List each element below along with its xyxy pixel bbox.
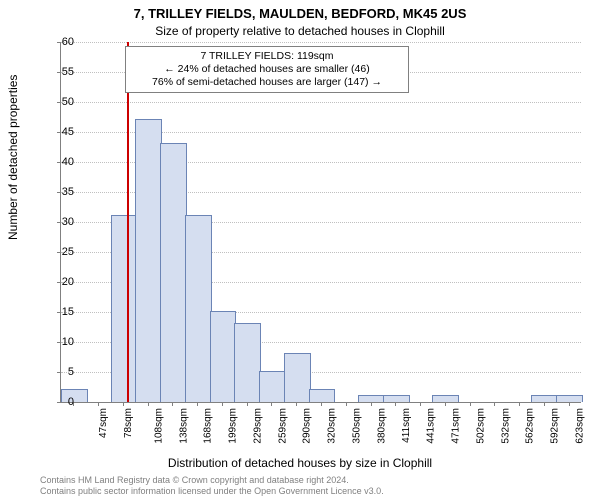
xtick-mark <box>420 402 421 406</box>
xtick-mark <box>148 402 149 406</box>
annotation-line2: ← 24% of detached houses are smaller (46… <box>132 63 402 76</box>
xtick-mark <box>395 402 396 406</box>
xtick-label: 623sqm <box>574 408 585 444</box>
xtick-mark <box>222 402 223 406</box>
xtick-label: 229sqm <box>253 408 264 444</box>
annotation-box: 7 TRILLEY FIELDS: 119sqm← 24% of detache… <box>125 46 409 93</box>
xtick-mark <box>519 402 520 406</box>
histogram-bar <box>135 119 162 402</box>
histogram-bar <box>358 395 385 402</box>
histogram-bar <box>531 395 558 402</box>
xtick-label: 532sqm <box>500 408 511 444</box>
gridline <box>61 42 581 43</box>
ytick-label: 60 <box>44 36 74 48</box>
xtick-mark <box>321 402 322 406</box>
xtick-mark <box>569 402 570 406</box>
xtick-mark <box>470 402 471 406</box>
xtick-mark <box>123 402 124 406</box>
ytick-label: 35 <box>44 186 74 198</box>
histogram-bar <box>556 395 583 402</box>
xtick-mark <box>98 402 99 406</box>
ytick-label: 45 <box>44 126 74 138</box>
histogram-bar <box>234 323 261 402</box>
ytick-label: 55 <box>44 66 74 78</box>
xtick-label: 168sqm <box>203 408 214 444</box>
xtick-label: 138sqm <box>178 408 189 444</box>
x-axis-label: Distribution of detached houses by size … <box>0 456 600 470</box>
ytick-label: 40 <box>44 156 74 168</box>
xtick-mark <box>445 402 446 406</box>
histogram-chart: 7, TRILLEY FIELDS, MAULDEN, BEDFORD, MK4… <box>0 0 600 500</box>
xtick-mark <box>172 402 173 406</box>
histogram-bar <box>259 371 286 402</box>
xtick-label: 592sqm <box>550 408 561 444</box>
chart-title-line1: 7, TRILLEY FIELDS, MAULDEN, BEDFORD, MK4… <box>0 6 600 21</box>
property-marker-line <box>127 42 129 402</box>
plot-area: 7 TRILLEY FIELDS: 119sqm← 24% of detache… <box>60 42 581 403</box>
ytick-label: 25 <box>44 246 74 258</box>
xtick-label: 320sqm <box>327 408 338 444</box>
xtick-label: 380sqm <box>376 408 387 444</box>
histogram-bar <box>111 215 138 402</box>
xtick-label: 290sqm <box>302 408 313 444</box>
annotation-line3: 76% of semi-detached houses are larger (… <box>132 76 402 89</box>
xtick-mark <box>247 402 248 406</box>
xtick-label: 502sqm <box>475 408 486 444</box>
ytick-label: 20 <box>44 276 74 288</box>
chart-title-line2: Size of property relative to detached ho… <box>0 24 600 38</box>
histogram-bar <box>185 215 212 402</box>
annotation-line1: 7 TRILLEY FIELDS: 119sqm <box>132 50 402 63</box>
ytick-label: 5 <box>44 366 74 378</box>
attribution-text: Contains HM Land Registry data © Crown c… <box>40 475 384 497</box>
xtick-label: 78sqm <box>123 408 134 438</box>
y-axis-label: Number of detached properties <box>6 75 20 240</box>
ytick-label: 10 <box>44 336 74 348</box>
xtick-label: 411sqm <box>400 408 411 443</box>
ytick-label: 30 <box>44 216 74 228</box>
xtick-label: 562sqm <box>525 408 536 444</box>
ytick-label: 0 <box>44 396 74 408</box>
xtick-label: 259sqm <box>277 408 288 444</box>
xtick-mark <box>371 402 372 406</box>
ytick-label: 50 <box>44 96 74 108</box>
histogram-bar <box>309 389 336 402</box>
xtick-label: 441sqm <box>426 408 437 444</box>
attribution-line1: Contains HM Land Registry data © Crown c… <box>40 475 384 486</box>
histogram-bar <box>210 311 237 402</box>
histogram-bar <box>284 353 311 402</box>
xtick-label: 471sqm <box>451 408 462 444</box>
xtick-mark <box>494 402 495 406</box>
xtick-label: 108sqm <box>153 408 164 444</box>
histogram-bar <box>383 395 410 402</box>
attribution-line2: Contains public sector information licen… <box>40 486 384 497</box>
gridline <box>61 102 581 103</box>
xtick-mark <box>197 402 198 406</box>
histogram-bar <box>432 395 459 402</box>
xtick-label: 199sqm <box>228 408 239 444</box>
xtick-mark <box>346 402 347 406</box>
xtick-label: 47sqm <box>98 408 109 438</box>
xtick-mark <box>544 402 545 406</box>
xtick-mark <box>271 402 272 406</box>
xtick-label: 350sqm <box>352 408 363 444</box>
xtick-mark <box>296 402 297 406</box>
histogram-bar <box>160 143 187 402</box>
ytick-label: 15 <box>44 306 74 318</box>
